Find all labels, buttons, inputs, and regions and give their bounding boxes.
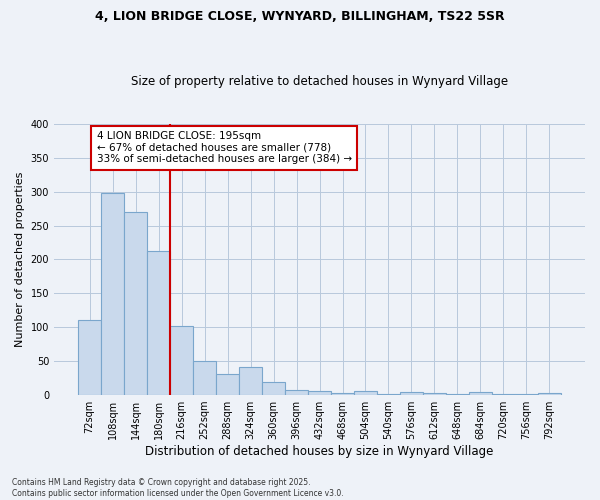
Bar	[193, 361, 216, 394]
Title: Size of property relative to detached houses in Wynyard Village: Size of property relative to detached ho…	[131, 76, 508, 88]
Bar	[538, 392, 561, 394]
Bar	[331, 393, 354, 394]
Bar	[285, 390, 308, 394]
Y-axis label: Number of detached properties: Number of detached properties	[15, 172, 25, 347]
Text: Contains HM Land Registry data © Crown copyright and database right 2025.
Contai: Contains HM Land Registry data © Crown c…	[12, 478, 344, 498]
Text: 4, LION BRIDGE CLOSE, WYNYARD, BILLINGHAM, TS22 5SR: 4, LION BRIDGE CLOSE, WYNYARD, BILLINGHA…	[95, 10, 505, 23]
Bar	[170, 326, 193, 394]
Bar	[124, 212, 147, 394]
X-axis label: Distribution of detached houses by size in Wynyard Village: Distribution of detached houses by size …	[145, 444, 494, 458]
Bar	[423, 392, 446, 394]
Bar	[400, 392, 423, 394]
Bar	[78, 320, 101, 394]
Bar	[239, 367, 262, 394]
Bar	[308, 391, 331, 394]
Bar	[354, 390, 377, 394]
Bar	[469, 392, 492, 394]
Bar	[216, 374, 239, 394]
Bar	[101, 194, 124, 394]
Bar	[147, 250, 170, 394]
Bar	[262, 382, 285, 394]
Text: 4 LION BRIDGE CLOSE: 195sqm
← 67% of detached houses are smaller (778)
33% of se: 4 LION BRIDGE CLOSE: 195sqm ← 67% of det…	[97, 131, 352, 164]
